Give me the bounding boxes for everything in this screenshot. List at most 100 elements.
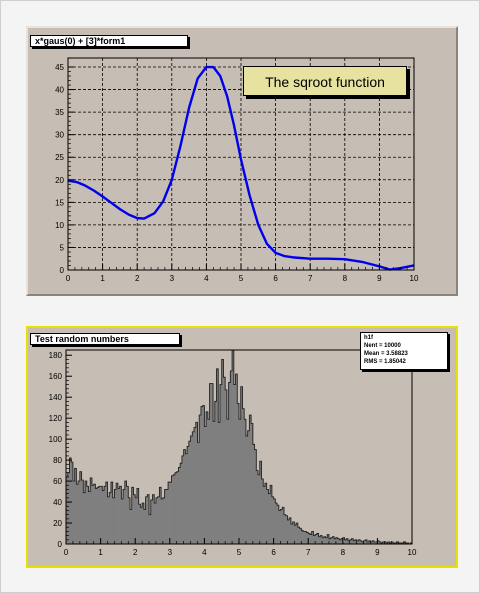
histogram-bin: [138, 504, 141, 544]
x-tick-label: 0: [64, 548, 69, 557]
histogram-bin: [228, 382, 231, 544]
histogram-bin: [392, 542, 395, 544]
histogram-bin: [169, 482, 172, 544]
histogram-bin: [361, 541, 364, 544]
x-tick-label: 4: [204, 274, 209, 283]
histogram-bin: [287, 519, 290, 544]
histogram-bin: [370, 541, 373, 544]
histogram-bin: [323, 536, 326, 544]
histogram-bin: [341, 538, 344, 544]
histogram-bin: [90, 477, 93, 544]
x-tick-label: 1: [98, 548, 103, 557]
x-tick-label: 2: [135, 274, 140, 283]
histogram-bin: [346, 538, 349, 544]
function-curve: [67, 65, 415, 271]
histogram-bin: [95, 488, 98, 544]
y-tick-label: 20: [53, 519, 62, 528]
top-pad[interactable]: 0 1 2 3 4 5 6 7 8 9 10 0 5 10 15 20 25 30 35 40 45 x*gaus(0)…: [26, 26, 458, 296]
histogram-bin: [237, 403, 240, 544]
histogram-bin: [142, 503, 145, 544]
histogram-bin: [384, 541, 387, 544]
histogram-bin: [372, 540, 375, 544]
bottom-pad[interactable]: 0 1 2 3 4 5 6 7 8 9 10 0 20 40 60 80 100 120 140 160 180 Tes…: [26, 326, 458, 568]
histogram-bin: [135, 497, 138, 544]
histogram-bin: [136, 488, 139, 544]
histogram-bin: [235, 374, 238, 544]
histogram-bin: [251, 423, 254, 544]
histogram-bin: [197, 442, 200, 544]
histogram-bin: [365, 539, 368, 544]
y-tick-label: 35: [55, 108, 64, 117]
histogram-outline: [65, 349, 413, 545]
x-tick-label: 7: [306, 548, 311, 557]
histogram-bin: [283, 514, 287, 544]
histogram-bin: [74, 468, 77, 544]
histogram-bin: [140, 507, 143, 544]
x-tick-label: 9: [375, 548, 380, 557]
histogram-bin: [166, 489, 169, 544]
histogram-bin: [266, 489, 269, 544]
histogram-bin: [282, 507, 285, 544]
histogram-bin: [162, 497, 165, 544]
histogram-bin: [76, 484, 79, 544]
histogram-bin: [277, 505, 280, 544]
histogram-bin: [128, 497, 131, 544]
top-plot-title: x*gaus(0) + [3]*form1: [30, 35, 188, 47]
x-tick-label: 9: [377, 274, 382, 283]
histogram-bin: [334, 538, 337, 544]
histogram-bin: [301, 530, 304, 544]
histogram-bin: [296, 523, 299, 544]
y-tick-label: 10: [55, 221, 64, 230]
histogram-bin: [185, 453, 188, 544]
histogram-bin: [342, 537, 345, 544]
histogram-bin: [239, 419, 242, 544]
y-tick-label: 0: [58, 540, 63, 549]
histogram-bin: [271, 496, 274, 544]
histogram-bin: [394, 542, 397, 544]
histogram-bin: [114, 489, 117, 544]
histogram-bin: [143, 509, 146, 544]
histogram-bin: [289, 517, 292, 544]
histogram-bin: [83, 492, 86, 544]
histogram-bin: [297, 527, 300, 544]
histogram-bin: [213, 421, 216, 544]
histogram-bin: [313, 535, 316, 544]
histogram-bin: [232, 350, 235, 544]
histogram-bin: [207, 419, 210, 544]
histogram-bin: [204, 426, 207, 544]
histogram-bin: [332, 536, 335, 544]
histogram-bin: [363, 540, 366, 544]
histogram-bin: [398, 542, 401, 544]
histogram-bin: [131, 487, 134, 544]
histogram-bin: [230, 370, 233, 544]
histogram-bin: [206, 411, 209, 544]
histogram-bin: [360, 540, 363, 544]
histogram-bin: [221, 359, 224, 544]
histogram-bin: [327, 534, 330, 544]
histogram-bin: [145, 496, 148, 544]
histogram-bin: [149, 514, 152, 544]
histogram-bin: [161, 498, 164, 544]
histogram-bin: [308, 533, 311, 544]
histogram-bin: [79, 471, 82, 544]
histogram-bin: [335, 537, 338, 544]
histogram-bin: [109, 492, 112, 544]
x-tick-label: 1: [100, 274, 105, 283]
histogram-bin: [368, 540, 371, 544]
y-tick-label: 60: [53, 477, 62, 486]
histogram-bin: [320, 535, 323, 544]
histogram-bin: [304, 531, 307, 544]
histogram-bin: [116, 483, 119, 544]
histogram-bin: [150, 499, 153, 544]
histogram-bin: [157, 496, 160, 544]
histogram-bin: [401, 542, 404, 544]
histogram-bin: [353, 540, 356, 544]
bottom-plot-title: Test random numbers: [30, 333, 180, 345]
x-tick-label: 5: [237, 548, 242, 557]
histogram-bin: [233, 384, 236, 544]
histogram-bin: [199, 415, 202, 544]
histogram-bin: [126, 486, 129, 544]
histogram-bin: [337, 538, 340, 544]
histogram-bin: [373, 541, 376, 544]
y-tick-label: 5: [60, 243, 65, 252]
